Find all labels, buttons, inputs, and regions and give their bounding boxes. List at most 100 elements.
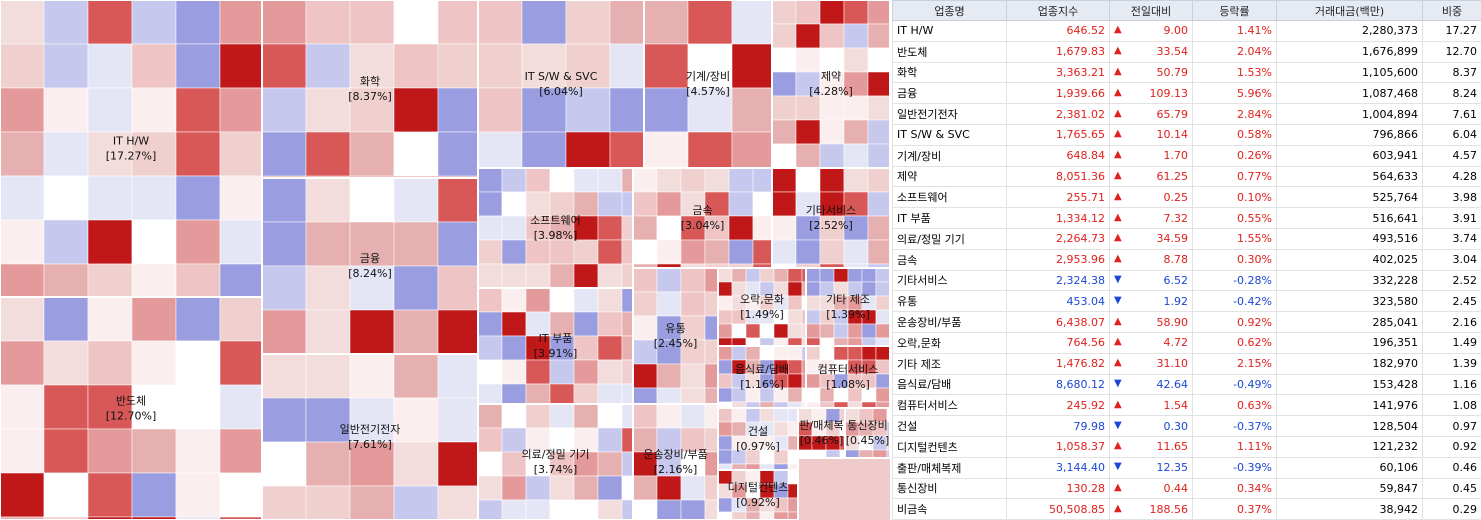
table-row[interactable]: 금융 1,939.66 ▲ 109.13 5.96% 1,087,468 8.24	[892, 82, 1481, 105]
table-row[interactable]: IT S/W & SVC 1,765.65 ▲ 10.14 0.58% 796,866 6.…	[892, 123, 1481, 146]
cell-text: 1,105,600	[1362, 65, 1418, 79]
table-row[interactable]: 컴퓨터서비스 245.92 ▲ 1.54 0.63% 141,976 1.08	[892, 394, 1481, 417]
sector-share: [0.92%]	[736, 496, 780, 509]
cell: ▲ 7.32	[1109, 207, 1193, 229]
tile	[349, 485, 395, 520]
sector-name: 일반전기전자	[340, 422, 401, 436]
sector-share: [4.28%]	[809, 85, 853, 98]
tile	[833, 323, 849, 339]
cell-text: 1,476.82	[1056, 357, 1105, 371]
cell: 0.77%	[1192, 165, 1277, 188]
table-row[interactable]: 화학 3,363.21 ▲ 50.79 1.53% 1,105,600 8.37	[892, 61, 1481, 84]
tile	[771, 143, 797, 169]
cell-text: -0.28%	[1233, 273, 1272, 287]
tile	[687, 0, 733, 45]
tile	[349, 87, 395, 133]
tile	[843, 0, 869, 25]
tile	[0, 87, 45, 133]
tile	[549, 263, 575, 289]
tile	[175, 384, 221, 430]
tile	[621, 335, 634, 361]
tile	[349, 131, 395, 177]
tile	[731, 337, 747, 347]
table-row[interactable]: 기타서비스 2,324.38 ▼ 6.52 -0.28% 332,228 2.52	[892, 269, 1481, 292]
table-row[interactable]: 제약 8,051.36 ▲ 61.25 0.77% 564,633 4.28	[892, 165, 1481, 188]
table-row[interactable]: 의료/정밀 기기 2,264.73 ▲ 34.59 1.55% 493,516 3.74	[892, 227, 1481, 250]
tile	[787, 309, 803, 325]
cell-text: 1.49	[1452, 336, 1478, 350]
cell-text: 12.70	[1445, 45, 1478, 59]
cell: 2.16	[1422, 311, 1481, 333]
tile	[609, 131, 645, 169]
tile	[597, 335, 623, 361]
table-row[interactable]: IT 부품 1,334.12 ▲ 7.32 0.55% 516,641 3.91	[892, 207, 1481, 229]
tile	[219, 131, 263, 177]
tile	[717, 359, 733, 375]
cell: 2,953.96	[1006, 248, 1110, 271]
tile	[305, 0, 351, 45]
cell-text: 764.56	[1066, 336, 1106, 350]
cell-text: 196,351	[1372, 336, 1419, 350]
tile	[219, 43, 263, 89]
tile	[656, 363, 682, 389]
tile	[573, 239, 599, 265]
tile	[717, 295, 733, 311]
tile	[43, 87, 89, 133]
cell: 2.84%	[1192, 103, 1277, 125]
table-row[interactable]: 유통 453.04 ▼ 1.92 -0.42% 323,580 2.45	[892, 290, 1481, 313]
tile	[771, 71, 797, 97]
cell-text: 유통	[897, 295, 918, 309]
table-row[interactable]: 반도체 1,679.83 ▲ 33.54 2.04% 1,676,899 12.70	[892, 40, 1481, 63]
table-row[interactable]: 소프트웨어 255.71 ▲ 0.25 0.10% 525,764 3.98	[892, 186, 1481, 209]
cell-text: 0.26%	[1237, 149, 1272, 163]
table-row[interactable]: 디지털컨텐츠 1,058.37 ▲ 11.65 1.11% 121,232 0.92	[892, 435, 1481, 458]
tile	[656, 267, 682, 293]
table-row[interactable]: 기타 제조 1,476.82 ▲ 31.10 2.15% 182,970 1.39	[892, 352, 1481, 375]
tile	[549, 383, 575, 405]
table-row[interactable]: 출판/매체복제 3,144.40 ▼ 12.35 -0.39% 60,106 0.46	[892, 456, 1481, 479]
cell-text: 153,428	[1372, 377, 1419, 391]
table-row[interactable]: 건설 79.98 ▼ 0.30 -0.37% 128,504 0.97	[892, 415, 1481, 437]
tile	[704, 475, 719, 501]
cell: 1,679.83	[1006, 40, 1110, 63]
table-row[interactable]: 금속 2,953.96 ▲ 8.78 0.30% 402,025 3.04	[892, 248, 1481, 271]
cell-text: 3.91	[1452, 211, 1478, 225]
table-row[interactable]: 비금속 50,508.85 ▲ 188.56 0.37% 38,942 0.29	[892, 498, 1481, 520]
tile	[867, 47, 890, 73]
tile	[87, 175, 133, 221]
tile	[704, 191, 730, 217]
cell-text: 기계/장비	[897, 149, 942, 163]
table-row[interactable]: 오락,문화 764.56 ▲ 4.72 0.62% 196,351 1.49	[892, 331, 1481, 354]
tile	[680, 387, 706, 405]
tile	[573, 383, 599, 405]
cell-text: 통신장비	[897, 482, 938, 496]
tile	[819, 119, 845, 145]
tile	[261, 131, 307, 177]
tile	[787, 407, 799, 423]
tile	[632, 499, 658, 520]
table-row[interactable]: 기계/장비 648.84 ▲ 1.70 0.26% 603,941 4.57	[892, 144, 1481, 167]
cell-text: 금속	[897, 253, 918, 267]
tile	[819, 239, 845, 265]
tile	[680, 499, 706, 520]
tile	[861, 337, 877, 347]
tile	[875, 281, 890, 297]
tile	[43, 340, 89, 386]
cell-text: IT S/W & SVC	[897, 128, 970, 142]
tile	[771, 119, 797, 145]
tile	[632, 339, 658, 365]
table-row[interactable]: 음식료/담배 8,680.12 ▼ 42.64 -0.49% 153,428 1.16	[892, 373, 1481, 396]
table-row[interactable]: IT H/W 646.52 ▲ 9.00 1.41% 2,280,373 17.27	[892, 20, 1481, 42]
cell: 79.98	[1006, 415, 1110, 437]
tile	[717, 497, 733, 513]
cell: 2,381.02	[1006, 103, 1110, 125]
tile	[597, 359, 623, 385]
table-row[interactable]: 일반전기전자 2,381.02 ▲ 65.79 2.84% 1,004,894 7.61	[892, 103, 1481, 125]
cell-text: 255.71	[1066, 190, 1106, 204]
sector-name: IT H/W	[113, 135, 149, 148]
table-row[interactable]: 통신장비 130.28 ▲ 0.44 0.34% 59,847 0.45	[892, 477, 1481, 500]
table-row[interactable]: 운송장비/부품 6,438.07 ▲ 58.90 0.92% 285,041 2.16	[892, 311, 1481, 333]
cell: 603,941	[1276, 144, 1423, 167]
cell-text: 38,942	[1379, 502, 1419, 516]
cell: 3.91	[1422, 207, 1481, 229]
